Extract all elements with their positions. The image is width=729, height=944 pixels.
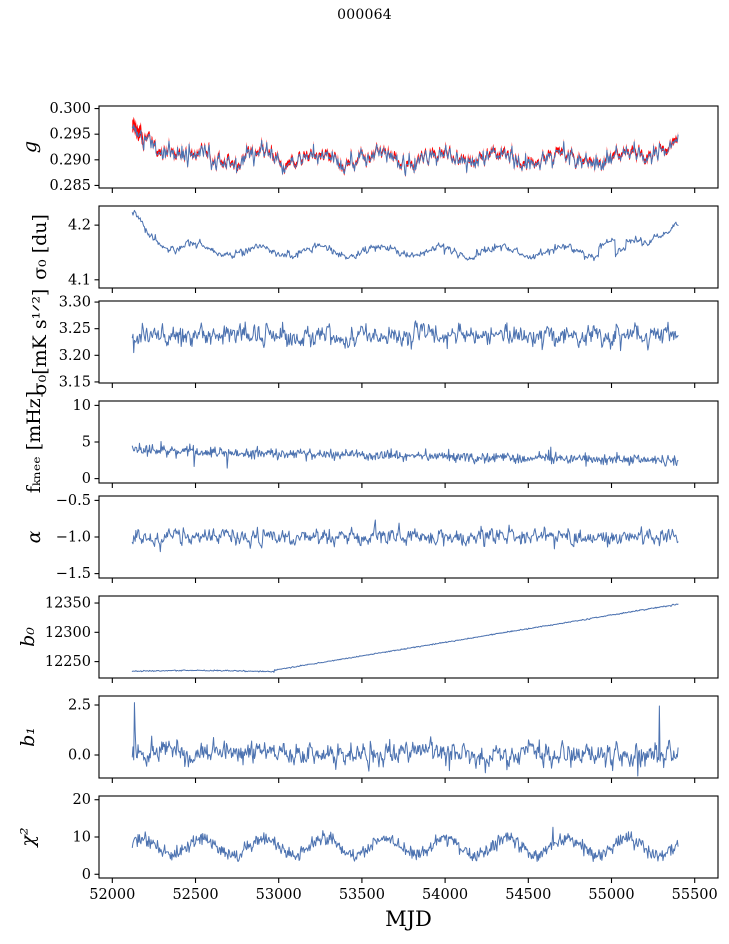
y-axis-label-sigma0_mK: σ₀[mK s¹ᐟ²] xyxy=(29,289,51,396)
figure-title: 000064 xyxy=(337,7,392,23)
data-line-g xyxy=(131,124,679,176)
x-ticklabel-3: 53500 xyxy=(339,887,385,903)
panel-b1: 0.0 2.5 b₁ xyxy=(17,695,719,783)
data-line-f_knee xyxy=(131,441,679,469)
x-ticklabel-6: 55000 xyxy=(588,887,634,903)
panel-frame-b1 xyxy=(98,695,719,779)
y-axis-label-chi2: χ² xyxy=(17,827,39,848)
y-ticklabel-f_knee-1: 5 xyxy=(82,435,91,451)
panel-sigma0_du: 4.1 4.2 σ₀ [du] xyxy=(29,205,719,293)
y-ticklabel-b0-0: 12250 xyxy=(45,654,91,670)
x-ticklabel-0: 52000 xyxy=(89,887,135,903)
y-ticklabel-sigma0_mK-2: 3.25 xyxy=(59,321,91,337)
panel-background-chi2 xyxy=(99,796,718,878)
y-ticklabel-b1-0: 0.0 xyxy=(68,748,91,764)
y-ticklabel-b0-1: 12300 xyxy=(45,625,91,641)
panel-f_knee: 0 5 10 fₖₙₑₑ [mHz] xyxy=(23,391,719,493)
y-ticklabel-sigma0_du-0: 4.1 xyxy=(68,272,91,288)
data-line-sigma0_du xyxy=(131,209,679,262)
y-ticklabel-sigma0_mK-3: 3.30 xyxy=(59,295,91,311)
y-ticklabel-b1-1: 2.5 xyxy=(68,698,91,714)
y-axis-label-f_knee: fₖₙₑₑ [mHz] xyxy=(23,391,45,493)
panel-b0: 12250 12300 12350 b₀ xyxy=(17,595,719,683)
y-axis-label-b1: b₁ xyxy=(17,727,39,747)
panel-frame-sigma0_du xyxy=(98,205,719,289)
data-line-chi2 xyxy=(131,826,679,863)
x-axis-label: MJD xyxy=(385,907,432,931)
x-ticklabel-7: 55500 xyxy=(672,887,718,903)
y-ticklabel-alpha-0: −1.5 xyxy=(56,566,91,582)
panel-background-f_knee xyxy=(99,401,718,483)
y-ticklabel-g-2: 0.295 xyxy=(49,127,91,143)
y-ticklabel-f_knee-0: 0 xyxy=(82,471,91,487)
panel-background-sigma0_du xyxy=(99,206,718,288)
y-ticklabel-f_knee-2: 10 xyxy=(73,398,91,414)
x-ticklabel-5: 54500 xyxy=(505,887,551,903)
data-line-b0 xyxy=(131,603,679,673)
y-ticklabel-chi2-1: 10 xyxy=(73,830,91,846)
y-ticklabel-sigma0_du-1: 4.2 xyxy=(68,218,91,234)
x-ticklabel-4: 54000 xyxy=(422,887,468,903)
y-axis-label-alpha: α xyxy=(23,530,45,543)
y-ticklabel-sigma0_mK-1: 3.20 xyxy=(59,348,91,364)
y-ticklabel-alpha-2: −0.5 xyxy=(56,493,91,509)
y-ticklabel-b0-2: 12350 xyxy=(45,596,91,612)
panel-chi2: 0 10 20 52000 52500 53000 53500 54000 54500 55000… xyxy=(17,792,719,903)
data-line-alpha xyxy=(131,519,679,553)
panel-alpha: −1.5 −1.0 −0.5 α xyxy=(23,493,719,583)
y-axis-label-b0: b₀ xyxy=(17,627,39,647)
y-ticklabel-sigma0_mK-0: 3.15 xyxy=(59,374,91,390)
panel-background-g xyxy=(99,106,718,188)
panel-sigma0_mK: 3.15 3.20 3.25 3.30 σ₀[mK s¹ᐟ²] xyxy=(29,289,719,396)
data-line-sigma0_mK xyxy=(131,320,679,354)
x-ticklabel-2: 53000 xyxy=(256,887,302,903)
y-ticklabel-chi2-0: 0 xyxy=(82,867,91,883)
data-line-b1 xyxy=(131,702,679,777)
panel-background-b1 xyxy=(99,696,718,778)
panel-frame-b0 xyxy=(98,595,719,679)
y-ticklabel-g-1: 0.290 xyxy=(49,152,91,168)
panel-g: 0.285 0.290 0.295 0.300 g xyxy=(19,101,719,194)
y-ticklabel-alpha-1: −1.0 xyxy=(56,530,91,546)
panel-frame-g xyxy=(98,105,719,189)
panel-frame-sigma0_mK xyxy=(98,300,719,384)
y-axis-label-g: g xyxy=(19,141,41,153)
y-ticklabel-g-0: 0.285 xyxy=(49,178,91,194)
y-ticklabel-g-3: 0.300 xyxy=(49,101,91,117)
panel-background-b0 xyxy=(99,596,718,678)
y-axis-label-sigma0_du: σ₀ [du] xyxy=(29,214,51,280)
x-ticklabel-1: 52500 xyxy=(172,887,218,903)
y-ticklabel-chi2-2: 20 xyxy=(73,792,91,808)
